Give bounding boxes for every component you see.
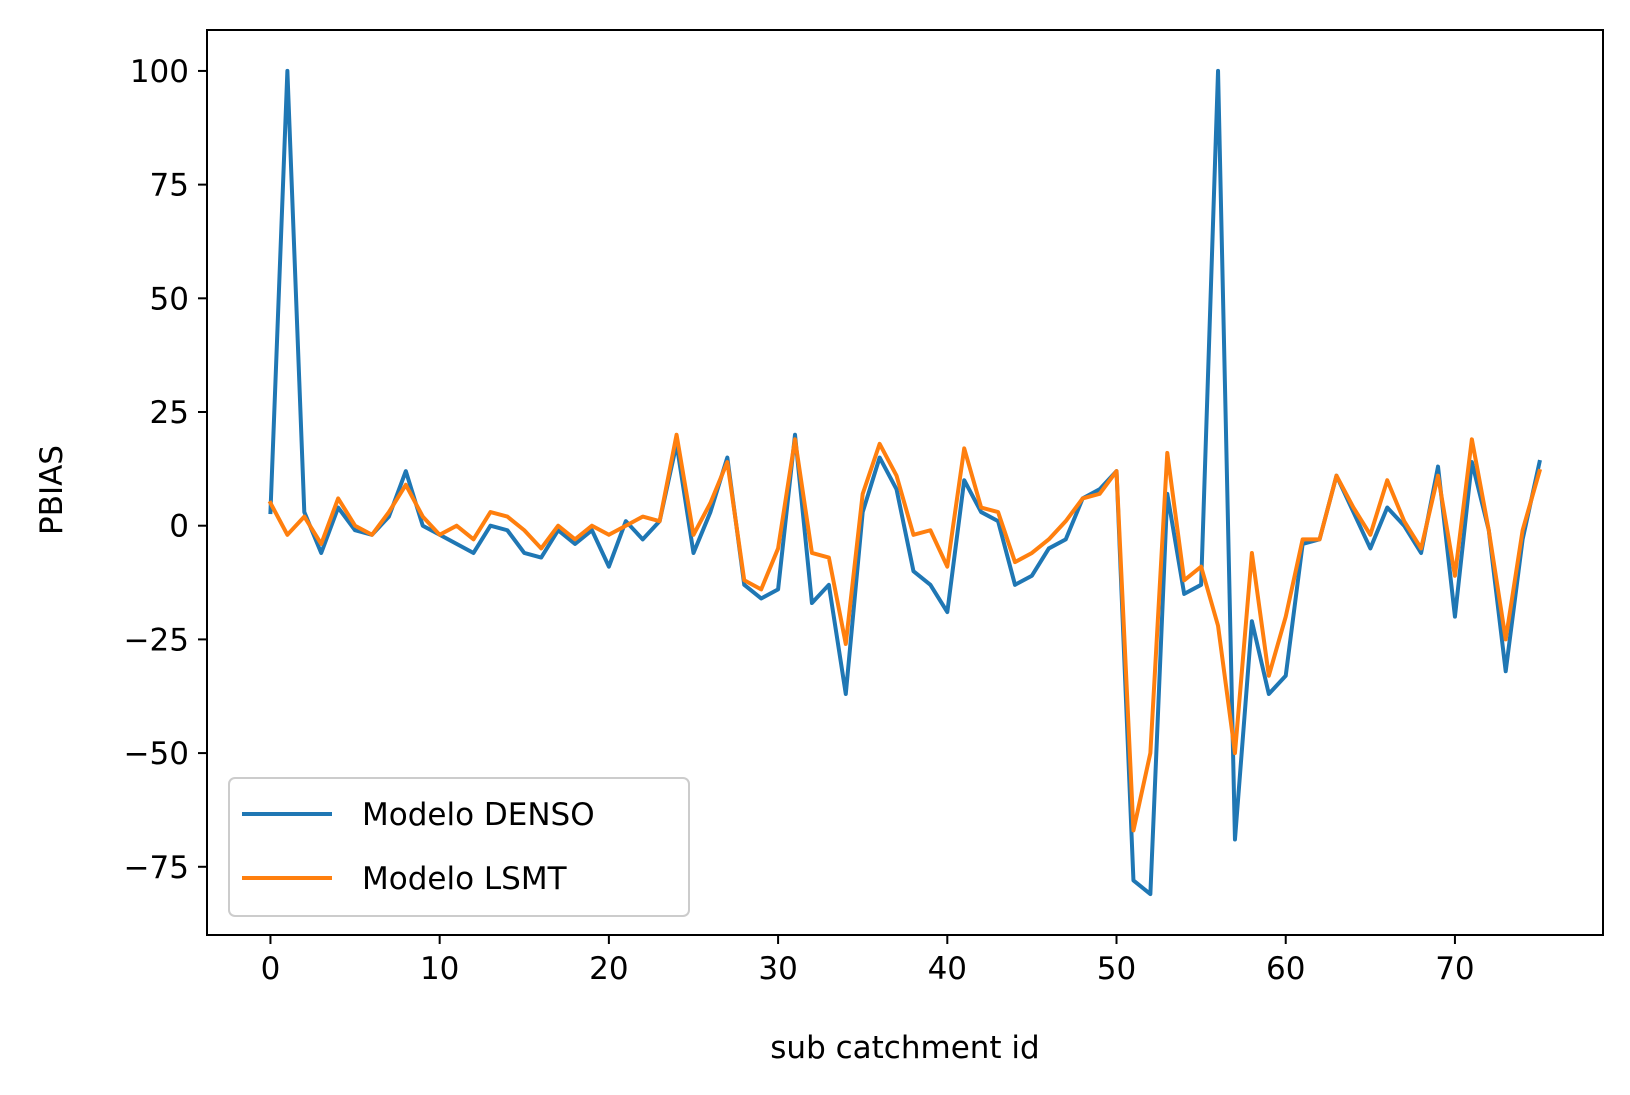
legend-box <box>228 777 690 917</box>
legend: Modelo DENSO Modelo LSMT <box>228 777 690 917</box>
y-tick-label: 75 <box>150 168 189 204</box>
series-line-modelo-lsmt <box>267 432 1543 833</box>
x-tick-label: 50 <box>1097 951 1136 987</box>
x-tick-label: 10 <box>420 951 459 987</box>
x-tick-label: 30 <box>758 951 797 987</box>
x-tick-label: 40 <box>928 951 967 987</box>
y-axis: 100 75 50 25 0 −25 −50 −75 <box>124 54 207 886</box>
legend-label-lsmt: Modelo LSMT <box>362 861 568 897</box>
y-tick-label: 50 <box>150 281 189 317</box>
y-tick-label: 100 <box>130 54 189 90</box>
legend-label-denso: Modelo DENSO <box>362 797 595 833</box>
y-tick-label: −75 <box>124 850 189 886</box>
y-tick-label: −50 <box>124 736 189 772</box>
x-tick-label: 0 <box>261 951 281 987</box>
series-layer <box>267 68 1543 897</box>
x-axis-title: sub catchment id <box>770 1030 1039 1066</box>
x-tick-label: 20 <box>589 951 628 987</box>
y-tick-label: 25 <box>150 395 189 431</box>
plot-area-frame <box>206 29 1604 936</box>
x-tick-label: 60 <box>1266 951 1305 987</box>
y-tick-label: 0 <box>169 509 189 545</box>
x-tick-label: 70 <box>1435 951 1474 987</box>
y-tick-label: −25 <box>124 622 189 658</box>
y-axis-title: PBIAS <box>34 445 70 535</box>
x-axis: 0 10 20 30 40 50 60 70 <box>261 935 1475 987</box>
